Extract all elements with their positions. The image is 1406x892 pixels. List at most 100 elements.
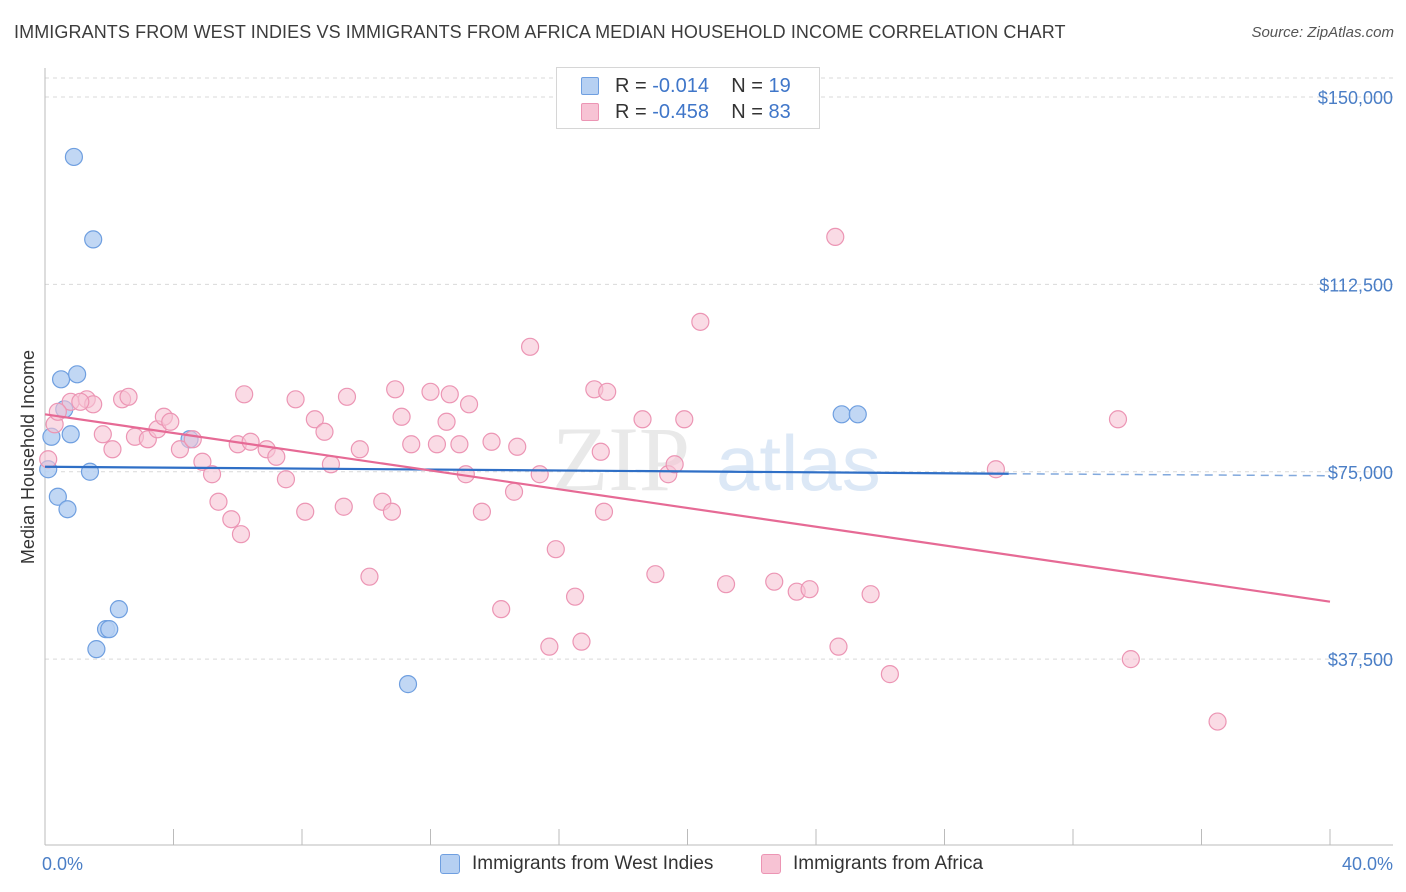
data-point-africa: [392, 407, 411, 426]
data-point-africa: [241, 432, 260, 451]
data-point-west-indies: [51, 370, 71, 389]
data-point-africa: [161, 412, 180, 431]
data-point-africa: [276, 470, 296, 489]
data-point-west-indies: [398, 675, 418, 694]
series-africa-points: [39, 227, 1227, 731]
data-point-africa: [209, 492, 228, 511]
data-point-africa: [530, 465, 549, 484]
gridlines: [45, 77, 1393, 660]
data-point-africa: [39, 450, 58, 469]
legend-label-west-indies: Immigrants from West Indies: [472, 853, 714, 874]
data-point-africa: [665, 455, 684, 474]
x-tick-label: 40.0%: [1342, 854, 1393, 874]
n-label: N =: [731, 101, 763, 123]
west-indies-swatch: [581, 77, 599, 95]
trend-lines: [44, 413, 1331, 603]
trend-line-west-indies-extension: [1008, 472, 1331, 477]
data-point-africa: [546, 540, 565, 559]
data-point-africa: [594, 502, 614, 521]
data-point-west-indies: [848, 405, 867, 424]
watermark-atlas: atlas: [716, 419, 881, 507]
data-point-africa: [321, 455, 341, 474]
data-point-west-indies: [68, 365, 87, 384]
data-point-west-indies: [64, 147, 84, 167]
data-point-africa: [508, 437, 527, 456]
data-point-africa: [93, 425, 112, 444]
r-value: -0.458: [652, 101, 709, 123]
data-point-africa: [360, 567, 379, 586]
legend-label-africa: Immigrants from Africa: [793, 853, 984, 874]
chart-title: IMMIGRANTS FROM WEST INDIES VS IMMIGRANT…: [14, 22, 1066, 42]
data-point-africa: [572, 632, 591, 651]
data-point-africa: [382, 502, 402, 521]
data-point-africa: [119, 387, 138, 406]
data-point-africa: [334, 497, 353, 516]
data-point-africa: [402, 435, 421, 454]
n-value: 83: [768, 101, 791, 123]
data-point-africa: [450, 435, 469, 454]
data-point-africa: [350, 440, 369, 459]
data-point-africa: [235, 385, 254, 404]
y-axis-labels: $37,500 $75,000 $112,500 $150,000: [1318, 88, 1393, 670]
data-point-africa: [337, 387, 357, 406]
data-point-west-indies: [87, 640, 106, 659]
data-point-africa: [829, 637, 848, 656]
data-point-africa: [267, 447, 286, 466]
data-point-africa: [598, 382, 617, 401]
data-point-africa: [427, 435, 447, 454]
data-point-africa: [520, 337, 540, 356]
data-point-africa: [170, 440, 190, 459]
data-point-africa: [540, 637, 559, 656]
y-tick-label: $150,000: [1318, 88, 1393, 108]
data-point-africa: [691, 312, 710, 331]
data-point-africa: [716, 575, 736, 594]
data-point-africa: [183, 430, 202, 449]
source-label: Source: ZipAtlas.com: [1251, 24, 1394, 41]
data-point-africa: [765, 572, 784, 591]
data-point-africa: [440, 385, 459, 404]
data-point-africa: [202, 465, 222, 484]
stats-text-africa: R = -0.458 N = 83: [615, 101, 791, 124]
africa-legend-swatch: [761, 854, 781, 874]
data-point-africa: [472, 502, 491, 521]
data-point-west-indies: [80, 462, 100, 481]
data-point-west-indies: [84, 230, 103, 249]
y-tick-label: $37,500: [1328, 650, 1393, 670]
data-point-west-indies: [48, 487, 67, 506]
data-point-africa: [459, 395, 479, 414]
stats-text-west-indies: R = -0.014 N = 19: [615, 75, 791, 98]
x-tick-label: 0.0%: [42, 854, 83, 874]
data-point-africa: [861, 585, 880, 604]
data-point-africa: [800, 580, 819, 599]
data-point-africa: [646, 565, 665, 584]
data-point-africa: [296, 502, 315, 521]
data-point-africa: [231, 525, 251, 544]
data-point-africa: [675, 410, 694, 429]
data-point-africa: [71, 392, 90, 411]
n-value: 19: [768, 75, 791, 97]
data-point-africa: [305, 410, 324, 429]
watermark-zip: ZIP: [552, 408, 690, 510]
r-label: R =: [615, 101, 647, 123]
data-point-west-indies: [58, 500, 77, 519]
data-point-africa: [880, 665, 899, 684]
data-point-africa: [633, 410, 652, 429]
y-tick-label: $75,000: [1328, 463, 1393, 483]
africa-swatch: [581, 103, 599, 121]
data-point-africa: [504, 482, 524, 501]
data-point-west-indies: [832, 405, 851, 424]
trend-line-africa: [44, 413, 1331, 603]
data-point-africa: [1121, 650, 1140, 669]
x-axis-labels: 0.0% 40.0%: [42, 854, 1393, 874]
data-point-africa: [565, 587, 585, 606]
y-axis-title: Median Household Income: [18, 350, 38, 564]
data-point-africa: [103, 440, 122, 459]
stats-legend: R = -0.014 N = 19 R = -0.458 N = 83: [556, 67, 820, 129]
n-label: N =: [731, 75, 763, 97]
west-indies-legend-swatch: [440, 854, 460, 874]
data-point-africa: [421, 382, 440, 401]
y-tick-label: $112,500: [1319, 275, 1393, 295]
data-point-africa: [222, 510, 241, 529]
data-point-west-indies: [109, 600, 128, 619]
